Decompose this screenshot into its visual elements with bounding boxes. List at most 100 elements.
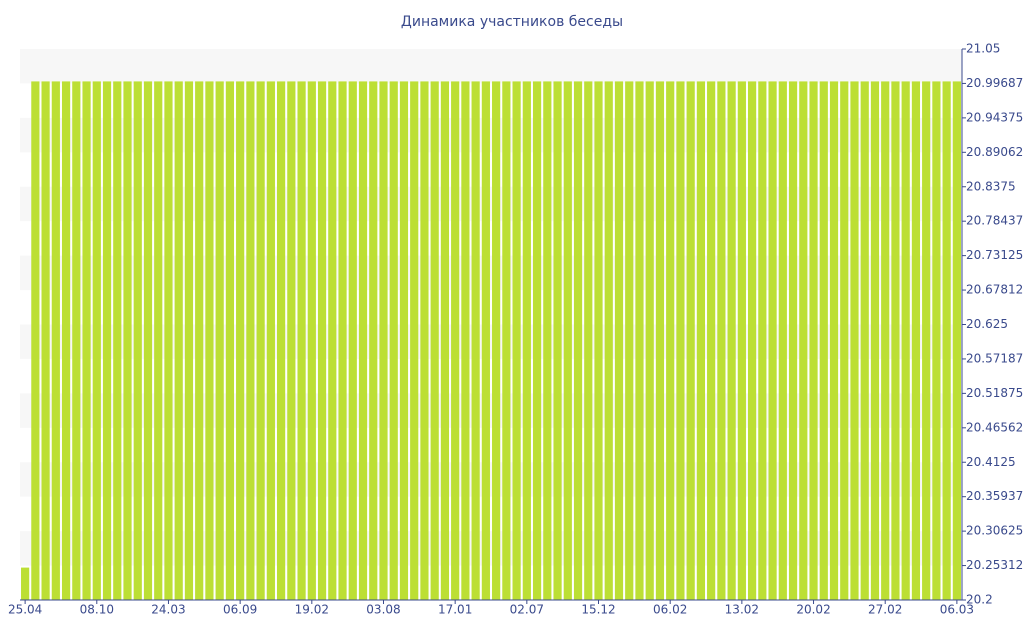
bar [737,81,746,601]
bar [563,81,572,601]
bar [297,81,306,601]
bar [809,81,818,601]
bar [369,81,378,601]
bar [358,81,368,601]
bar [502,81,511,601]
y-tick-label: 20.51875 [966,386,1023,400]
bar [82,81,91,601]
bar [184,81,194,601]
bar [748,81,757,601]
bar [205,81,214,601]
bar [686,81,695,601]
y-tick-label: 20.94375 [966,110,1023,124]
bar [584,81,593,601]
bar [287,81,296,601]
bar [451,81,460,601]
bar [532,81,542,601]
bar [133,81,142,601]
bar [21,567,30,600]
bar [102,81,112,601]
bar [696,81,705,601]
x-tick-label: 20.02 [796,603,830,617]
bar [788,81,798,601]
bar [829,81,839,601]
bar [666,81,675,601]
bar [911,81,921,601]
bar [635,81,644,601]
bar [727,81,736,601]
x-tick-label: 19.02 [295,603,329,617]
y-tick-label: 20.89062 [966,145,1023,159]
bar [512,81,521,601]
bar [481,81,490,601]
x-tick-label: 06.03 [940,603,974,617]
bar [901,81,910,601]
bar [840,81,849,601]
bar [154,81,163,601]
bar [922,81,931,601]
bar [307,81,316,601]
bar [195,81,204,601]
bar [348,81,357,601]
bar [113,81,122,601]
bar [604,81,613,601]
bar [225,81,234,601]
bar [61,81,71,601]
bar [379,81,388,601]
bar [870,81,880,601]
y-tick-label: 20.46562 [966,420,1023,434]
bar [553,81,562,601]
grid-band [20,49,962,84]
y-tick-label: 20.30625 [966,524,1023,538]
bar [246,81,255,601]
bar [676,81,685,601]
bar [51,81,60,601]
bar [440,81,450,601]
y-tick-label: 20.99687 [966,76,1023,90]
bar [543,81,552,601]
x-tick-label: 08.10 [80,603,114,617]
bar [410,81,419,601]
bar [932,81,941,601]
bar [215,81,224,601]
x-tick-label: 27.02 [868,603,902,617]
bar [92,81,101,601]
y-tick-label: 20.78437 [966,214,1023,228]
bar [625,81,634,601]
bar [952,81,961,601]
y-tick-label: 20.73125 [966,248,1023,262]
y-tick-label: 20.35937 [966,489,1023,503]
x-tick-label: 03.08 [366,603,400,617]
bar [164,81,173,601]
x-tick-label: 06.09 [223,603,257,617]
bar [123,81,132,601]
y-tick-label: 20.625 [966,317,1008,331]
y-tick-label: 20.57187 [966,351,1023,365]
x-tick-label: 15.12 [581,603,615,617]
bar [819,81,828,601]
x-tick-label: 24.03 [151,603,185,617]
bar [317,81,327,601]
bar [236,81,245,601]
bar [430,81,439,601]
bar [399,81,409,601]
bar [256,81,265,601]
bar [471,81,480,601]
bar [338,81,347,601]
bar [799,81,808,601]
bar [768,81,777,601]
bar [389,81,398,601]
chart-title: Динамика участников беседы [401,14,623,30]
bar [614,81,624,601]
bar [942,81,951,601]
bar [461,81,470,601]
bar [328,81,337,601]
bar [573,81,583,601]
bar [717,81,726,601]
bar [266,81,275,601]
y-tick-label: 20.67812 [966,283,1023,297]
bar [881,81,890,601]
bar [850,81,859,601]
